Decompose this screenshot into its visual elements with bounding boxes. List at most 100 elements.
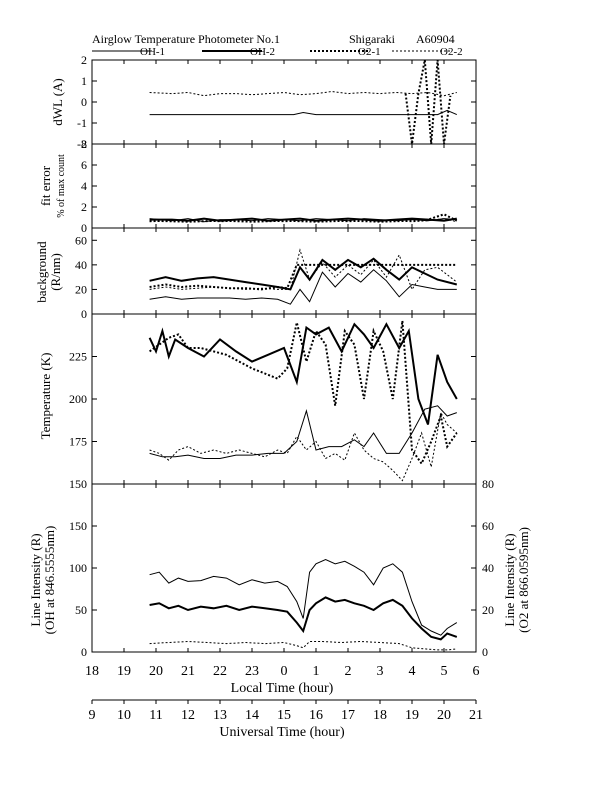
axis-ticks: 18 19 20 21 22 23 0 1 2 3 4 5 69 10 11 12 13 14 15 16 17 18 19… — [69, 53, 494, 723]
ut-tick-label: 15 — [277, 708, 291, 723]
y-tick-label: 8 — [81, 137, 87, 151]
ut-tick-label: 9 — [89, 708, 96, 723]
panel-fit-error — [91, 143, 477, 229]
y-tick-label: 150 — [69, 519, 87, 533]
series-o2-1 — [149, 320, 458, 466]
series-oh-1 — [149, 405, 457, 459]
local-time-tick-label: 0 — [281, 664, 288, 679]
y-tick-label: 150 — [69, 477, 87, 491]
y-tick-label: 225 — [69, 350, 87, 364]
y-tick-label: 40 — [75, 258, 87, 272]
ylabel-background-sub: (R/nm) — [48, 253, 63, 291]
series-o2-2 — [149, 411, 458, 482]
series-o2-2 — [149, 218, 457, 223]
series-oh-1 — [149, 109, 458, 116]
y-tick-label: 2 — [81, 53, 87, 67]
right-y-tick-label: 0 — [482, 645, 488, 659]
ylabel-intensity-sub: (OH at 846.5555nm) — [42, 526, 57, 635]
local-time-tick-label: 2 — [345, 664, 352, 679]
right-y-tick-label: 80 — [482, 477, 494, 491]
local-time-tick-label: 6 — [473, 664, 480, 679]
series-o2-2 — [149, 248, 458, 291]
local-time-label: Local Time (hour) — [231, 681, 334, 696]
y-tick-label: 0 — [81, 307, 87, 321]
panel-intensity — [91, 483, 477, 653]
series-o2-1 — [404, 60, 452, 144]
ut-tick-label: 20 — [437, 708, 451, 723]
series-oh-2 — [148, 322, 458, 425]
ut-tick-label: 21 — [469, 708, 483, 723]
ylabel-background: background — [34, 241, 49, 303]
ylabel-intensity: Line Intensity (R) — [28, 533, 43, 626]
right-y-tick-label: 40 — [482, 561, 494, 575]
y-tick-label: 200 — [69, 392, 87, 406]
ylabel-dwl: dWL (A) — [50, 78, 65, 126]
local-time-tick-label: 3 — [377, 664, 384, 679]
panel-fit_error-series — [149, 213, 458, 223]
y-tick-label: 6 — [81, 158, 87, 172]
local-time-tick-label: 21 — [181, 664, 195, 679]
local-time-tick-label: 4 — [409, 664, 416, 679]
panel-dwl-series — [149, 60, 458, 144]
local-time-tick-label: 23 — [245, 664, 259, 679]
ut-tick-label: 10 — [117, 708, 131, 723]
series-o2-2 — [149, 640, 457, 651]
local-time-tick-label: 22 — [213, 664, 227, 679]
ut-time-label: Universal Time (hour) — [219, 725, 345, 740]
y-tick-label: 50 — [75, 603, 87, 617]
ut-tick-label: 11 — [149, 708, 162, 723]
panel-intensity-series — [149, 559, 458, 651]
legend-label: O2-2 — [440, 46, 463, 58]
ut-tick-label: 13 — [213, 708, 227, 723]
local-time-tick-label: 19 — [117, 664, 131, 679]
y-tick-label: 1 — [81, 74, 87, 88]
y-tick-label: 4 — [81, 179, 87, 193]
right-y-tick-label: 60 — [482, 519, 494, 533]
y-tick-label: 60 — [75, 233, 87, 247]
y-tick-label: 0 — [81, 645, 87, 659]
ut-tick-label: 17 — [341, 708, 355, 723]
series-oh-2 — [149, 257, 458, 291]
site-name: Shigaraki — [349, 32, 396, 46]
right-y-tick-label: 20 — [482, 603, 494, 617]
y-tick-label: 0 — [81, 95, 87, 109]
y-tick-label: -2 — [77, 137, 87, 151]
y-tick-label: 175 — [69, 435, 87, 449]
series-oh-2 — [149, 596, 458, 641]
local-time-tick-label: 20 — [149, 664, 163, 679]
ylabel-fit-error-sub: % of max count — [56, 154, 67, 218]
legend-label: O2-1 — [358, 46, 381, 58]
y-tick-label: 0 — [81, 221, 87, 235]
ut-tick-label: 14 — [245, 708, 259, 723]
right-ylabel-intensity-sub: (O2 at 866.0595nm) — [516, 527, 531, 633]
right-ylabel-intensity: Line Intensity (R) — [502, 533, 517, 626]
series-o2-2 — [149, 90, 457, 97]
local-time-tick-label: 5 — [441, 664, 448, 679]
series-oh-1 — [149, 559, 458, 636]
panel-dwl — [91, 59, 477, 145]
panel-background-series — [149, 248, 458, 305]
y-tick-label: -1 — [77, 116, 87, 130]
ut-tick-label: 18 — [373, 708, 387, 723]
local-time-tick-label: 1 — [313, 664, 320, 679]
series-o2-1 — [149, 213, 458, 223]
y-tick-label: 2 — [81, 200, 87, 214]
figure-title: Airglow Temperature Photometer No.1 — [92, 32, 280, 46]
y-tick-label: 20 — [75, 282, 87, 296]
chart-series — [148, 60, 458, 651]
series-oh-1 — [149, 269, 457, 305]
panel-temperature-series — [148, 320, 458, 482]
ut-tick-label: 19 — [405, 708, 419, 723]
ylabel-temperature: Temperature (K) — [38, 353, 53, 440]
legend-label: OH-1 — [140, 46, 165, 58]
series-oh-2 — [149, 217, 457, 222]
y-tick-label: 100 — [69, 561, 87, 575]
ylabel-fit-error: fit error — [38, 165, 53, 206]
ut-tick-label: 16 — [309, 708, 323, 723]
date-code: A60904 — [416, 32, 455, 46]
local-time-tick-label: 18 — [85, 664, 99, 679]
ut-tick-label: 12 — [181, 708, 195, 723]
legend-label: OH-2 — [250, 46, 275, 58]
series-legend: OH-1 OH-2 O2-1 O2-2 — [92, 46, 463, 58]
